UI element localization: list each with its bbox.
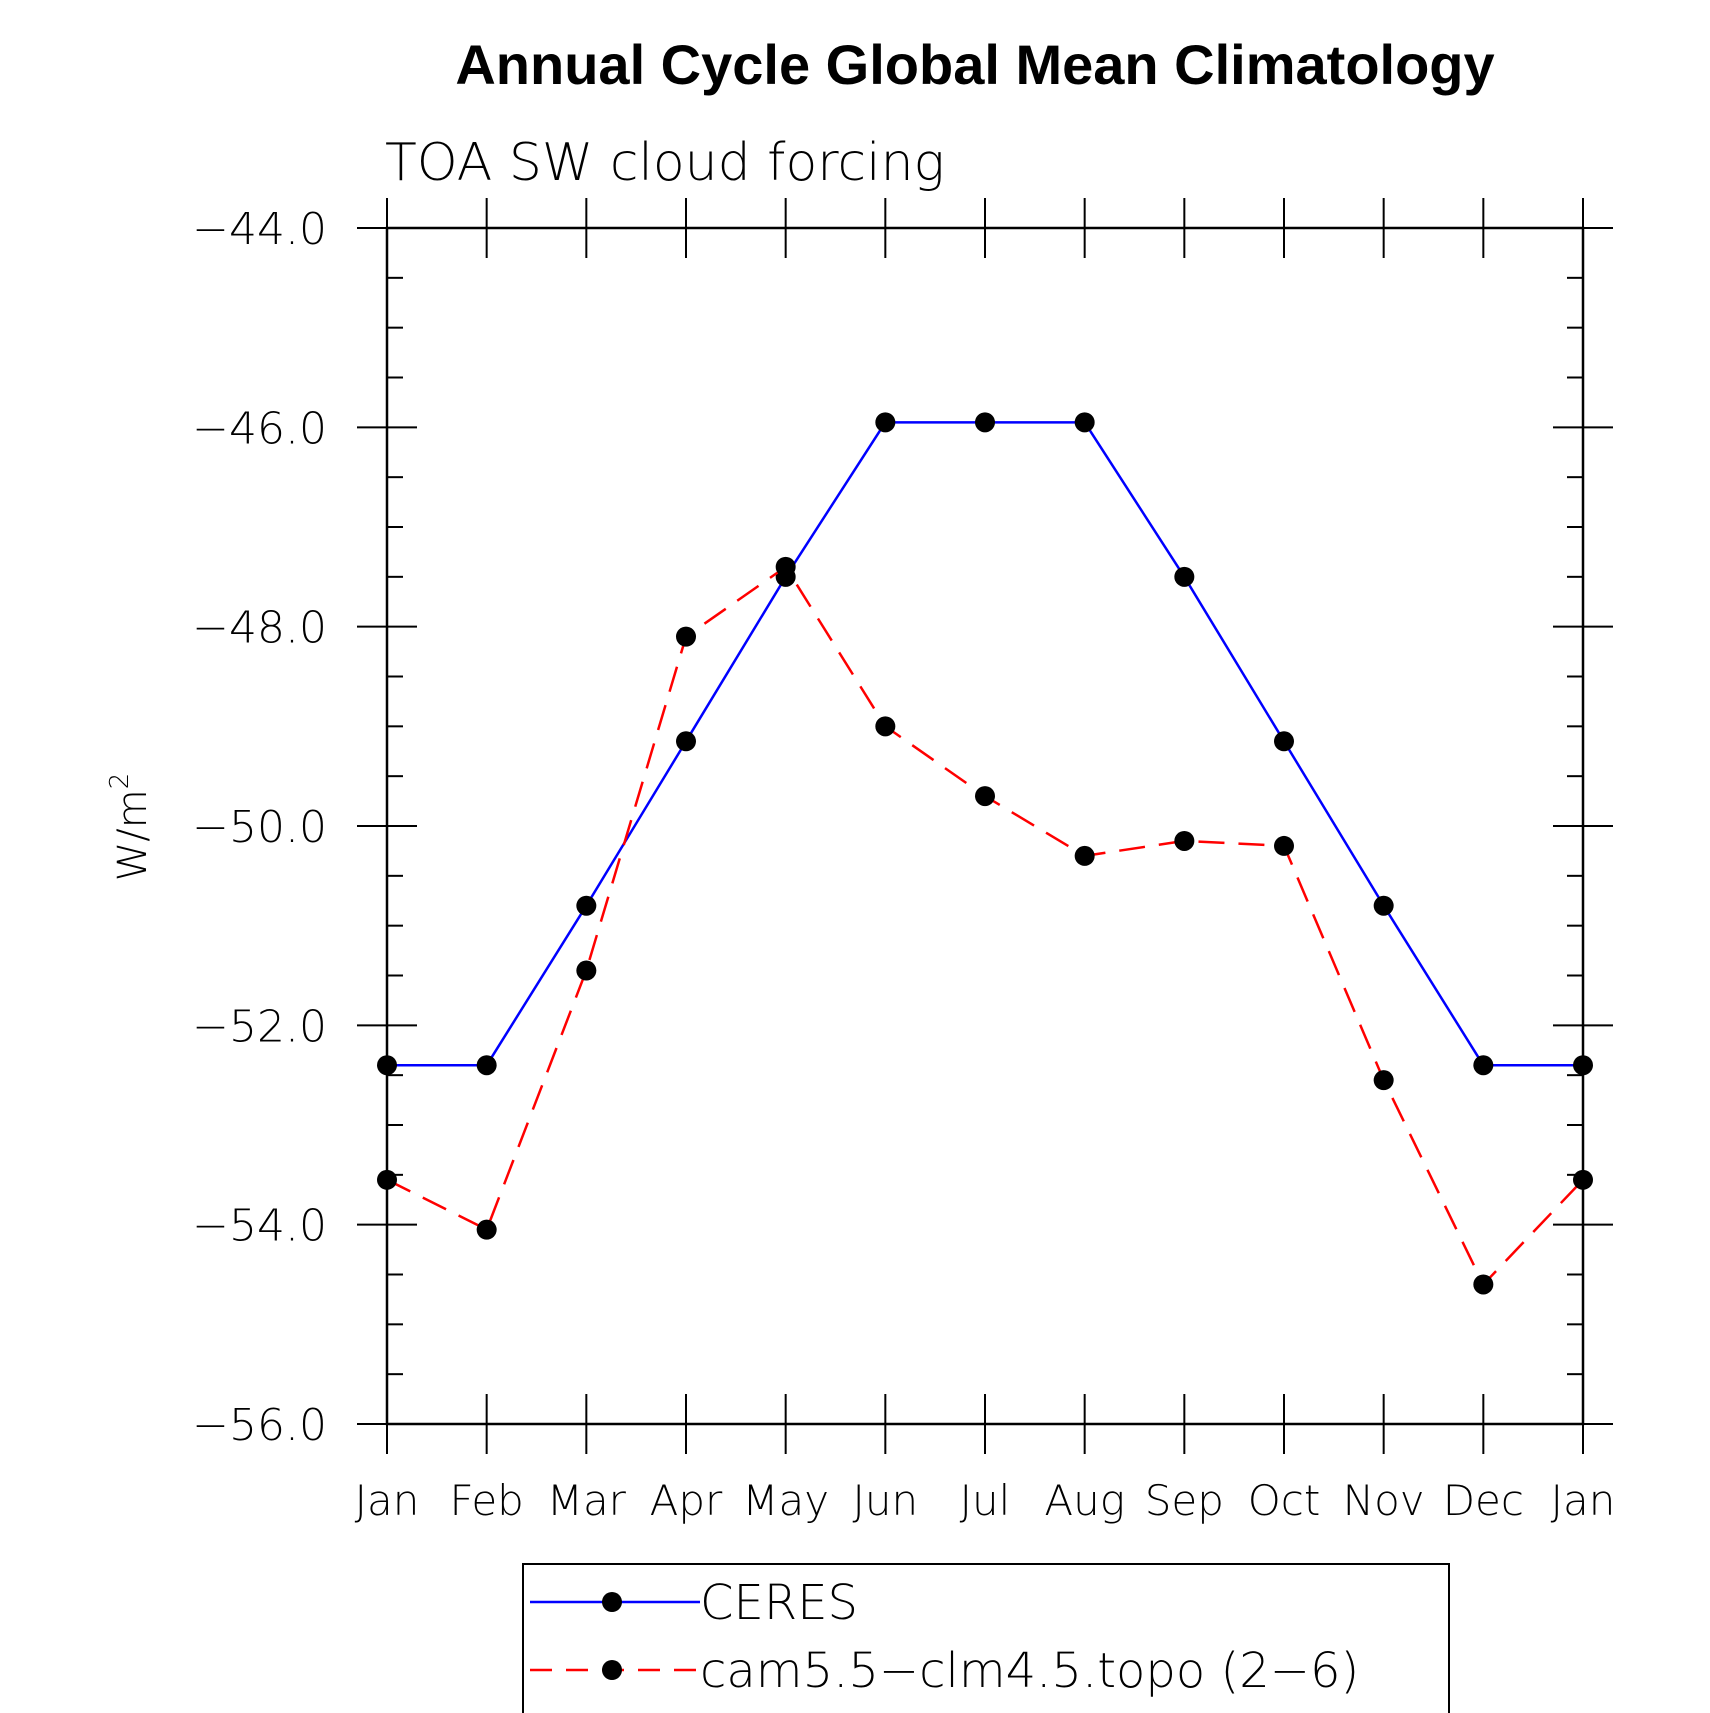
data-point (476, 1219, 497, 1240)
y-tick-label: −52.0 (192, 1001, 327, 1052)
x-tick-label: Jan (355, 1476, 420, 1525)
y-axis-label: W/m2 (105, 773, 156, 882)
data-point (1373, 895, 1394, 916)
y-tick-label: −44.0 (192, 204, 327, 255)
x-tick-label: Mar (547, 1476, 627, 1525)
y-tick-label: −46.0 (192, 403, 327, 454)
data-point (975, 412, 995, 433)
legend-marker (602, 1660, 622, 1680)
chart-title: Annual Cycle Global Mean Climatology (455, 33, 1494, 96)
x-tick-label: Apr (650, 1476, 723, 1525)
x-tick-label: Jun (853, 1476, 919, 1525)
x-tick-label: Nov (1343, 1476, 1425, 1525)
y-tick-labels: −44.0 −46.0 −48.0 −50.0 −52.0 −54.0 −56.0 (192, 204, 327, 1451)
data-point (1473, 1274, 1494, 1295)
legend-label: CERES (700, 1575, 858, 1631)
x-tick-label: Dec (1443, 1476, 1524, 1525)
chart-subtitle: TOA SW cloud forcing (385, 133, 945, 193)
data-point (676, 626, 696, 647)
series-line (386, 565, 1584, 1287)
data-point (676, 731, 696, 752)
legend: CERES cam5.5−clm4.5.topo (2−6) (522, 1563, 1450, 1713)
series-line (387, 421, 1583, 1067)
data-point (875, 412, 896, 433)
data-point (1274, 731, 1294, 752)
legend-box (522, 1563, 1450, 1713)
data-point (775, 556, 796, 577)
data-point (1274, 835, 1294, 856)
y-axis-label-main: W/m (110, 789, 156, 881)
data-point (875, 716, 896, 737)
x-tick-label: May (742, 1476, 829, 1525)
data-point (1174, 830, 1195, 851)
x-tick-label: Jan (1551, 1476, 1616, 1525)
x-tick-label: Jul (960, 1476, 1011, 1525)
axis-ticks (357, 198, 1613, 1454)
data-point (476, 1055, 497, 1076)
x-tick-label: Aug (1044, 1476, 1125, 1525)
data-point (1074, 412, 1095, 433)
y-tick-label: −48.0 (192, 603, 327, 654)
data-point (1174, 566, 1195, 587)
y-axis-label-exponent: 2 (105, 773, 135, 790)
data-series (377, 412, 1593, 1295)
data-point (1473, 1055, 1494, 1076)
series-ceres (377, 412, 1593, 1076)
legend-label: cam5.5−clm4.5.topo (2−6) (700, 1643, 1359, 1699)
x-tick-label: Feb (449, 1476, 523, 1525)
plot-frame (385, 226, 1585, 1426)
data-point (1373, 1070, 1394, 1091)
y-tick-label: −56.0 (192, 1400, 327, 1451)
data-point (1074, 845, 1095, 866)
series-model (377, 556, 1593, 1295)
data-point (576, 960, 597, 981)
y-tick-label: −54.0 (192, 1201, 327, 1252)
legend-marker (602, 1592, 622, 1612)
data-point (576, 895, 597, 916)
x-tick-label: Oct (1248, 1476, 1321, 1525)
x-tick-labels: Jan Feb Mar Apr May Jun Jul Aug Sep Oct Nov Dec Jan (355, 1476, 1616, 1525)
x-tick-label: Sep (1145, 1476, 1224, 1525)
data-point (975, 786, 995, 807)
y-tick-label: −50.0 (192, 802, 327, 853)
